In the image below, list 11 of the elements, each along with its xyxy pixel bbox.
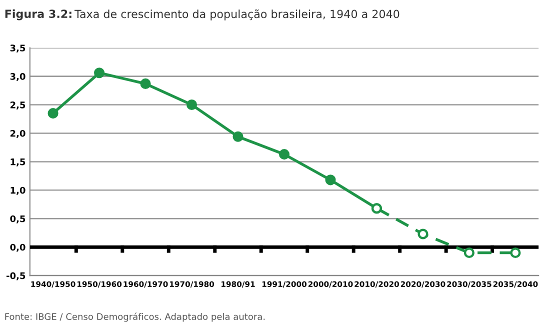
chart-title: Figura 3.2: Taxa de crescimento da população brasileira, 1940 a 2040: [5, 9, 400, 20]
y-tick-label: 0,5: [10, 215, 26, 224]
y-tick-label: 3,5: [10, 44, 26, 53]
y-tick-label: 2,0: [10, 130, 26, 138]
source-note: Fonte: IBGE / Censo Demográficos. Adaptado pela autora.: [5, 312, 265, 322]
y-tick-label: 1,0: [10, 186, 26, 195]
y-tick-label: 3,0: [10, 73, 26, 82]
y-tick-label: 1,5: [10, 158, 26, 166]
y-tick-label: 2,5: [10, 102, 26, 110]
y-tick-label: 0,0: [10, 244, 26, 252]
y-tick-label: -0,5: [6, 272, 26, 280]
